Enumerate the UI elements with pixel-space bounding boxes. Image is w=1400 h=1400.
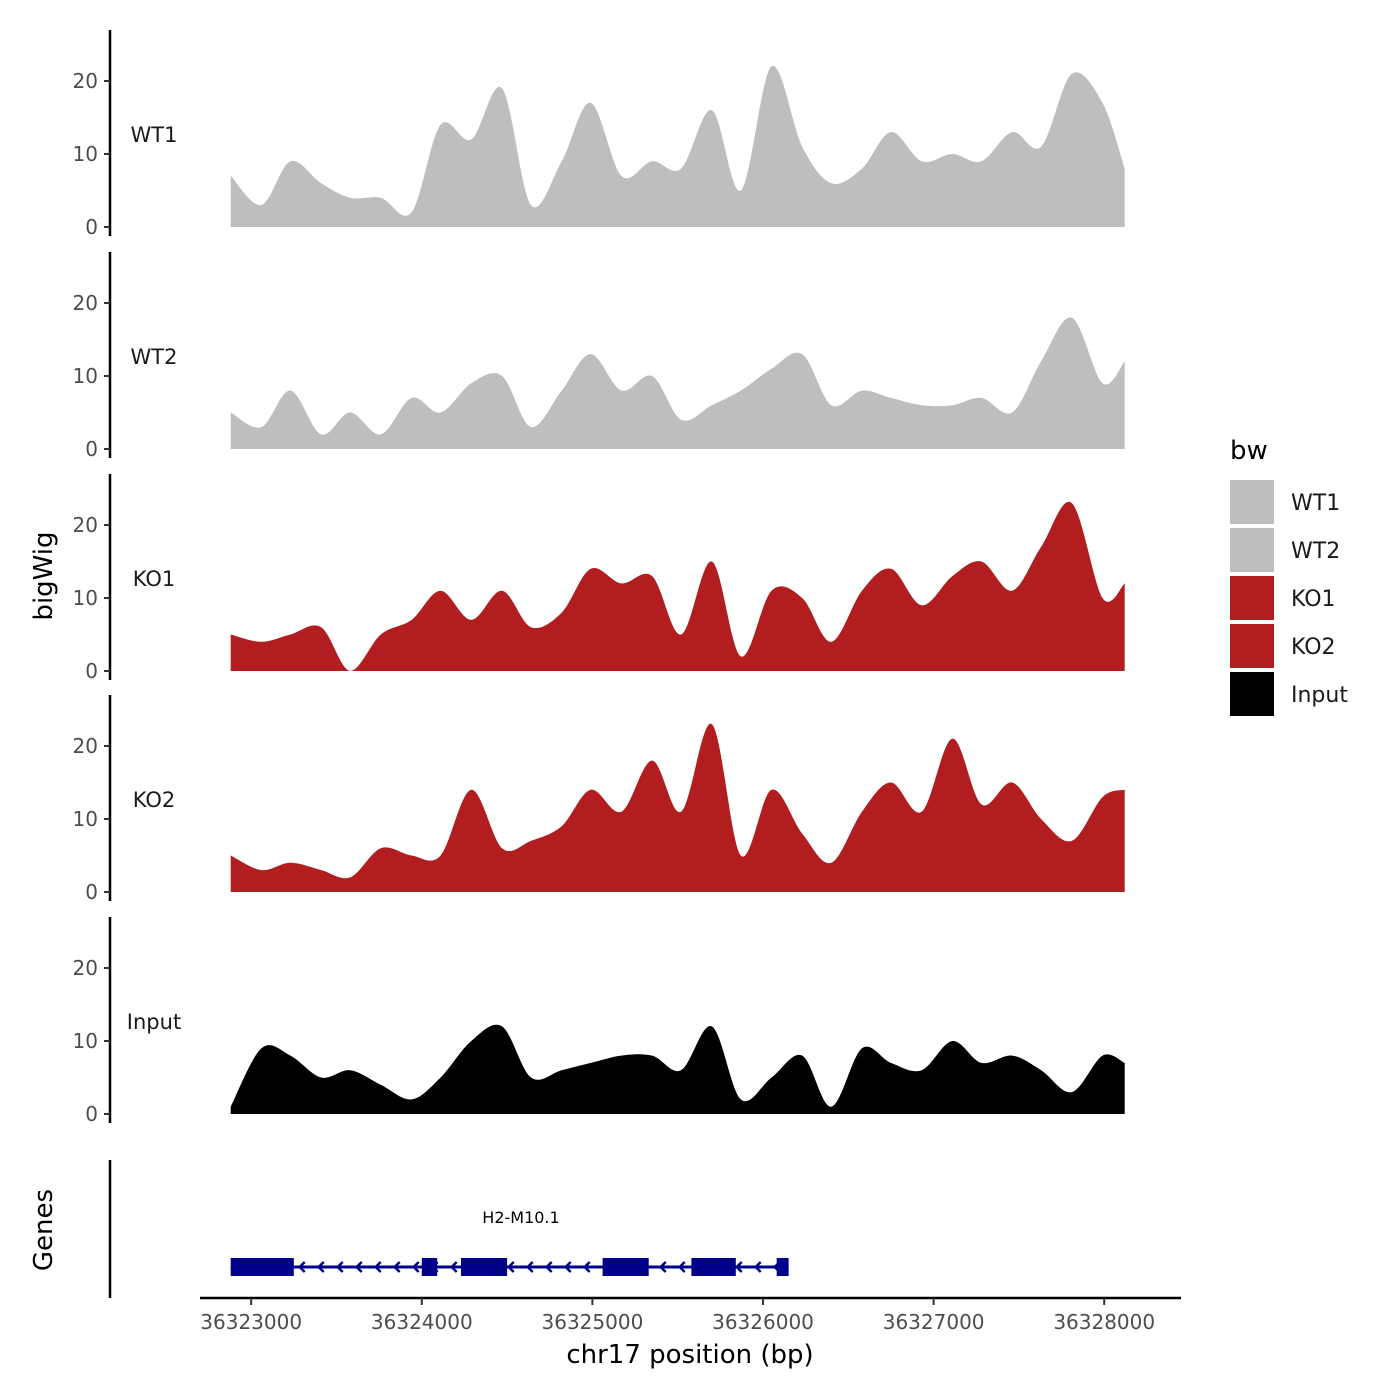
legend-label-ko1: KO1 bbox=[1291, 587, 1336, 612]
coverage-area-wt1 bbox=[230, 65, 1125, 227]
y-tick-label: 20 bbox=[73, 513, 98, 537]
strand-arrow bbox=[354, 1261, 363, 1273]
coverage-area-input bbox=[230, 1024, 1125, 1114]
legend: bw WT1 WT2 KO1 KO2 Input bbox=[1230, 436, 1348, 716]
y-tick-label: 0 bbox=[85, 880, 98, 904]
legend-key-wt1 bbox=[1230, 480, 1274, 524]
legend-key-input bbox=[1230, 672, 1274, 716]
track-ko1: 0 10 20 KO1 bbox=[73, 474, 1125, 683]
x-tick-label: 36325000 bbox=[542, 1310, 644, 1334]
y-tick-label: 0 bbox=[85, 1102, 98, 1126]
strand-arrow bbox=[392, 1261, 401, 1273]
strand-arrow bbox=[506, 1261, 515, 1273]
y-tick-label: 20 bbox=[73, 69, 98, 93]
coverage-area-wt2 bbox=[230, 317, 1125, 449]
x-axis: 36323000 36324000 36325000 36326000 36327000… bbox=[200, 1296, 1181, 1370]
strand-arrow bbox=[658, 1261, 667, 1273]
y-axis-title: bigWig bbox=[29, 531, 59, 620]
x-tick-label: 36323000 bbox=[200, 1310, 302, 1334]
y-tick-label: 20 bbox=[73, 734, 98, 758]
track-label-input: Input bbox=[127, 1010, 181, 1034]
gene-exon bbox=[421, 1258, 438, 1276]
track-input: 0 10 20 Input bbox=[73, 917, 1125, 1126]
strand-arrow bbox=[734, 1261, 743, 1273]
legend-key-ko2 bbox=[1230, 624, 1274, 668]
x-tick-label: 36327000 bbox=[883, 1310, 985, 1334]
legend-label-wt1: WT1 bbox=[1291, 491, 1340, 516]
gene-exon bbox=[461, 1258, 508, 1276]
x-axis-title: chr17 position (bp) bbox=[566, 1340, 813, 1370]
strand-arrow bbox=[411, 1261, 420, 1273]
strand-arrow bbox=[335, 1261, 344, 1273]
y-tick-label: 0 bbox=[85, 215, 98, 239]
gene-exon bbox=[691, 1258, 736, 1276]
track-wt2: 0 10 20 WT2 bbox=[73, 252, 1125, 461]
legend-label-ko2: KO2 bbox=[1291, 635, 1336, 660]
gene-exon bbox=[230, 1258, 294, 1276]
track-wt1: 0 10 20 WT1 bbox=[73, 30, 1125, 239]
gene-exon bbox=[602, 1258, 649, 1276]
strand-arrow bbox=[582, 1261, 591, 1273]
legend-title: bw bbox=[1230, 436, 1268, 466]
coverage-area-ko2 bbox=[230, 723, 1125, 892]
y-tick-label: 10 bbox=[73, 364, 98, 388]
x-tick-label: 36326000 bbox=[712, 1310, 814, 1334]
strand-arrow bbox=[563, 1261, 572, 1273]
y-tick-label: 0 bbox=[85, 659, 98, 683]
strand-arrow bbox=[525, 1261, 534, 1273]
y-tick-label: 10 bbox=[73, 142, 98, 166]
y-tick-label: 10 bbox=[73, 807, 98, 831]
legend-label-wt2: WT2 bbox=[1291, 539, 1340, 564]
y-tick-label: 20 bbox=[73, 291, 98, 315]
x-tick-label: 36328000 bbox=[1053, 1310, 1155, 1334]
track-label-ko1: KO1 bbox=[133, 567, 176, 591]
gene-track: Genes H2-M10.1 bbox=[29, 1160, 789, 1298]
y-tick-label: 0 bbox=[85, 437, 98, 461]
track-label-wt2: WT2 bbox=[131, 345, 178, 369]
strand-arrow bbox=[449, 1261, 458, 1273]
track-label-ko2: KO2 bbox=[133, 788, 176, 812]
y-tick-label: 10 bbox=[73, 586, 98, 610]
y-tick-label: 10 bbox=[73, 1029, 98, 1053]
strand-arrow bbox=[316, 1261, 325, 1273]
legend-key-wt2 bbox=[1230, 528, 1274, 572]
strand-arrow bbox=[753, 1261, 762, 1273]
track-ko2: 0 10 20 KO2 bbox=[73, 695, 1125, 904]
strand-arrow bbox=[677, 1261, 686, 1273]
strand-arrow bbox=[297, 1261, 306, 1273]
x-tick-label: 36324000 bbox=[371, 1310, 473, 1334]
strand-arrow bbox=[544, 1261, 553, 1273]
genes-axis-title: Genes bbox=[29, 1189, 59, 1271]
strand-arrow bbox=[373, 1261, 382, 1273]
gene-exon bbox=[776, 1258, 789, 1276]
track-label-wt1: WT1 bbox=[131, 123, 178, 147]
legend-label-input: Input bbox=[1291, 683, 1348, 708]
legend-key-ko1 bbox=[1230, 576, 1274, 620]
gene-name-label: H2-M10.1 bbox=[482, 1208, 559, 1227]
y-tick-label: 20 bbox=[73, 956, 98, 980]
coverage-area-ko1 bbox=[230, 501, 1125, 671]
